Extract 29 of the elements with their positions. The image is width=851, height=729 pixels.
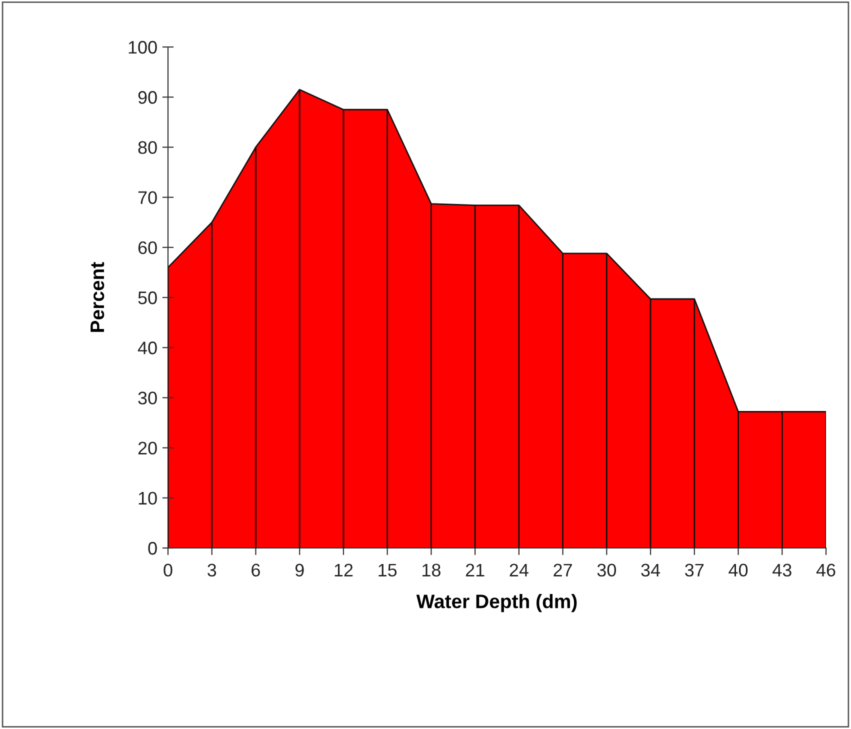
y-tick-label: 70 xyxy=(138,191,157,204)
x-tick-label: 21 xyxy=(466,564,484,576)
x-tick-label: 27 xyxy=(554,564,572,576)
x-tick-label: 9 xyxy=(295,564,304,577)
y-tick-label: 50 xyxy=(138,291,157,304)
x-tick-label: 6 xyxy=(252,564,260,577)
x-tick-label: 0 xyxy=(164,564,172,577)
y-axis-title: Percent xyxy=(90,262,104,332)
x-tick-label: 46 xyxy=(816,564,836,577)
x-tick-label: 30 xyxy=(597,564,616,577)
x-tick-label: 37 xyxy=(685,564,704,577)
y-tick-label: 10 xyxy=(138,492,157,505)
x-tick-label: 24 xyxy=(510,564,528,576)
x-tick-label: 12 xyxy=(334,564,353,576)
x-tick-label: 40 xyxy=(728,564,748,577)
y-tick-label: 20 xyxy=(138,442,157,455)
y-tick-label: 100 xyxy=(128,40,157,54)
y-tick-label: 90 xyxy=(138,91,157,104)
x-tick-label: 43 xyxy=(772,564,792,577)
x-tick-label: 18 xyxy=(422,564,440,577)
x-tick-label: 3 xyxy=(208,564,216,577)
x-tick-label: 15 xyxy=(378,564,397,577)
y-tick-label: 30 xyxy=(138,392,157,404)
y-tick-label: 40 xyxy=(138,342,157,354)
y-tick-label: 80 xyxy=(138,141,157,154)
x-axis-title: Water Depth (dm) xyxy=(416,594,577,612)
y-tick-label: 0 xyxy=(148,542,157,555)
y-tick-label: 60 xyxy=(138,241,157,254)
x-tick-label: 34 xyxy=(641,564,660,577)
